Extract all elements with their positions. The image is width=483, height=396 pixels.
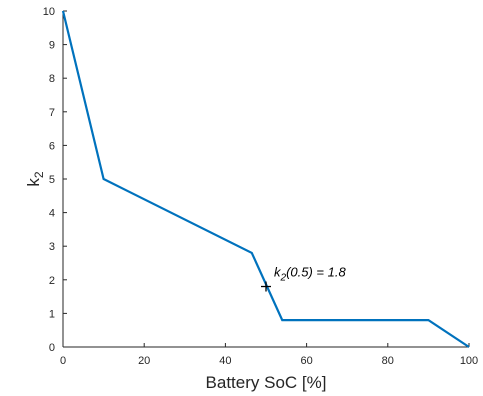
- y-tick-label: 0: [49, 342, 55, 354]
- axes: [62, 11, 469, 348]
- y-tick-label: 5: [49, 174, 55, 186]
- x-tick-label: 40: [219, 355, 231, 367]
- y-tick-label: 4: [49, 208, 55, 220]
- y-tick-label: 6: [49, 140, 55, 152]
- y-tick-label: 1: [49, 308, 55, 320]
- ticks: 0 20 40 60 80 100 0 1 2 3 4 5 6 7 8 9 10: [43, 6, 478, 367]
- y-axis-label: k2: [24, 171, 46, 187]
- annotation-label-sub: 2: [280, 273, 287, 284]
- y-axis-label-main: k: [24, 178, 43, 187]
- x-axis-label: Battery SoC [%]: [206, 373, 327, 392]
- annotation-label-main: k: [274, 265, 282, 280]
- x-tick-label: 60: [300, 355, 312, 367]
- annotation-label: k2(0.5) = 1.8: [274, 265, 346, 284]
- x-tick-label: 0: [60, 355, 66, 367]
- y-tick-label: 10: [43, 6, 55, 18]
- x-tick-label: 20: [138, 355, 150, 367]
- y-tick-label: 9: [49, 40, 55, 52]
- x-tick-label: 100: [460, 355, 478, 367]
- x-tick-label: 80: [382, 355, 394, 367]
- annotation-label-rest: (0.5) = 1.8: [286, 265, 346, 280]
- y-tick-label: 3: [49, 241, 55, 253]
- series-group: [61, 10, 470, 348]
- y-tick-label: 7: [49, 107, 55, 119]
- annotation-group: k2(0.5) = 1.8: [261, 265, 346, 292]
- y-axis-label-sub: 2: [32, 171, 46, 178]
- y-tick-label: 2: [49, 275, 55, 287]
- y-tick-label: 8: [49, 73, 55, 85]
- series-line: [61, 10, 470, 348]
